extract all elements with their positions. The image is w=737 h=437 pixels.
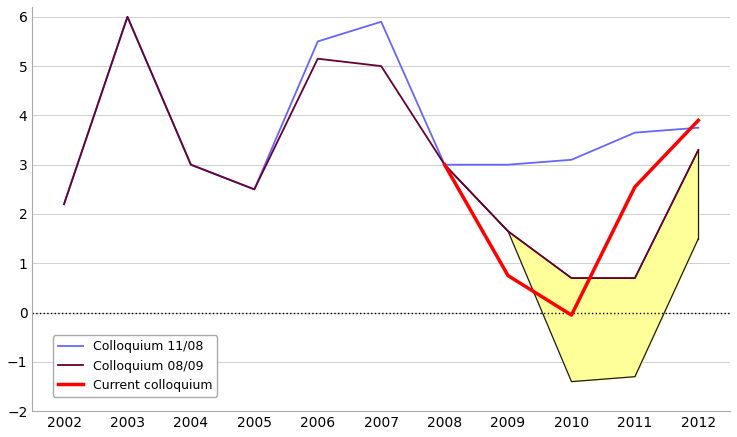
Legend: Colloquium 11/08, Colloquium 08/09, Current colloquium: Colloquium 11/08, Colloquium 08/09, Curr…	[52, 335, 217, 397]
